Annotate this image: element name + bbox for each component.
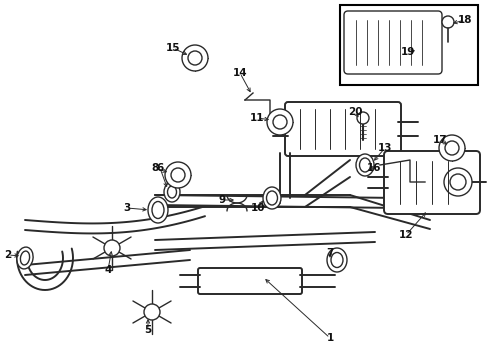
Text: 1: 1 [325, 333, 333, 343]
Bar [339, 5, 477, 85]
Text: 2: 2 [4, 250, 12, 260]
Circle shape [104, 240, 120, 256]
Text: 4: 4 [104, 265, 111, 275]
Text: 5: 5 [144, 325, 151, 335]
Text: 15: 15 [165, 43, 180, 53]
Text: 16: 16 [366, 163, 381, 173]
Text: 19: 19 [400, 47, 414, 57]
Text: 8: 8 [151, 163, 158, 173]
Ellipse shape [148, 197, 168, 223]
Circle shape [438, 135, 464, 161]
Ellipse shape [330, 252, 342, 267]
Ellipse shape [167, 186, 176, 198]
Text: 12: 12 [398, 230, 412, 240]
Circle shape [441, 16, 453, 28]
Circle shape [182, 45, 207, 71]
Text: 7: 7 [325, 248, 333, 258]
Text: 6: 6 [156, 163, 163, 173]
Text: 10: 10 [250, 203, 264, 213]
Ellipse shape [17, 247, 33, 269]
Ellipse shape [263, 187, 281, 209]
FancyBboxPatch shape [285, 102, 400, 156]
Ellipse shape [163, 182, 180, 202]
FancyBboxPatch shape [383, 151, 479, 214]
FancyBboxPatch shape [198, 268, 302, 294]
Ellipse shape [359, 158, 370, 172]
Text: 11: 11 [249, 113, 264, 123]
Circle shape [272, 115, 286, 129]
Text: 3: 3 [123, 203, 130, 213]
Ellipse shape [152, 202, 163, 219]
Ellipse shape [326, 248, 346, 272]
Circle shape [143, 304, 160, 320]
FancyBboxPatch shape [343, 11, 441, 74]
Text: 9: 9 [218, 195, 225, 205]
Circle shape [356, 112, 368, 124]
Text: 13: 13 [377, 143, 391, 153]
Circle shape [171, 168, 184, 182]
Text: 14: 14 [232, 68, 247, 78]
Ellipse shape [20, 251, 30, 265]
Circle shape [266, 109, 292, 135]
Ellipse shape [355, 154, 373, 176]
Text: 17: 17 [432, 135, 447, 145]
Circle shape [164, 162, 191, 188]
Text: 20: 20 [347, 107, 362, 117]
Circle shape [187, 51, 202, 65]
Ellipse shape [266, 191, 277, 205]
Circle shape [449, 174, 465, 190]
Text: 18: 18 [457, 15, 471, 25]
Circle shape [444, 141, 458, 155]
Circle shape [443, 168, 471, 196]
